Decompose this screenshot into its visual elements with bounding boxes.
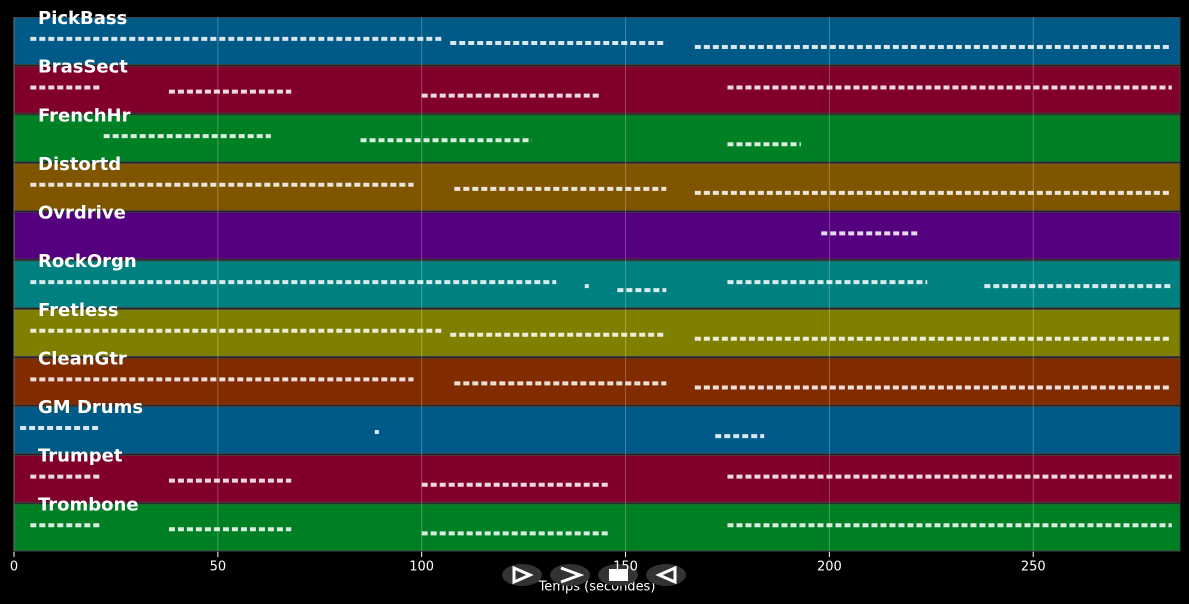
track-band xyxy=(13,211,1181,260)
track-band xyxy=(13,357,1181,406)
track-name: Trumpet xyxy=(38,446,123,467)
track-name: GM Drums xyxy=(38,397,143,418)
x-tick-label: 50 xyxy=(210,560,227,575)
rewind-button[interactable] xyxy=(646,564,686,586)
track-name: Trombone xyxy=(38,494,139,515)
tracks: PickBass BrasSect FrenchHr Distortd Ovrdrive… xyxy=(13,8,1181,552)
x-tick-label: 100 xyxy=(409,560,434,575)
track-name: PickBass xyxy=(38,8,127,29)
stop-button[interactable] xyxy=(598,564,638,586)
track-name: BrasSect xyxy=(38,57,128,78)
track-band xyxy=(13,162,1181,212)
play-button[interactable] xyxy=(502,564,542,586)
x-tick-label: 200 xyxy=(817,560,842,575)
track-name: RockOrgn xyxy=(38,251,137,272)
x-tick-label: 250 xyxy=(1021,560,1046,575)
forward-button[interactable] xyxy=(550,564,590,586)
track-name: Fretless xyxy=(38,300,119,321)
track-band xyxy=(13,406,1181,455)
x-tick-label: 0 xyxy=(10,560,18,575)
track-name: FrenchHr xyxy=(38,105,131,126)
track-name: Ovrdrive xyxy=(38,203,126,224)
x-tick-label: 150 xyxy=(613,560,638,575)
track-name: CleanGtr xyxy=(38,348,127,369)
track-name: Distortd xyxy=(38,154,121,175)
track-band xyxy=(13,114,1181,163)
